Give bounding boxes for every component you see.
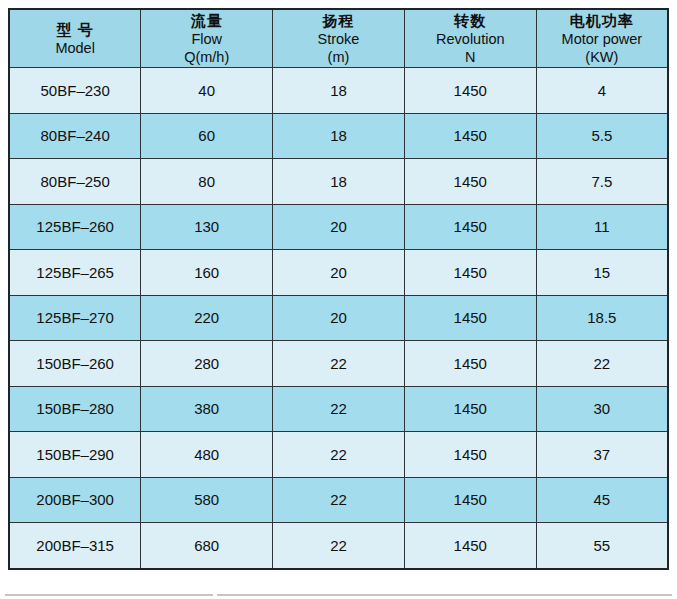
cell-flow: 80 — [141, 159, 273, 205]
header-revolution-en: Revolution — [405, 30, 536, 48]
table-row: 50BF–230 40 18 1450 4 — [9, 68, 668, 114]
header-motor-power-unit: (KW) — [537, 48, 667, 66]
header-flow-en: Flow — [141, 30, 272, 48]
header-model-cn: 型 号 — [10, 21, 140, 39]
header-flow-cn: 流量 — [141, 12, 272, 30]
cell-revolution: 1450 — [404, 341, 536, 387]
cell-stroke: 22 — [273, 477, 405, 523]
cell-model: 200BF–300 — [9, 477, 141, 523]
cell-model: 200BF–315 — [9, 523, 141, 569]
table-row: 80BF–250 80 18 1450 7.5 — [9, 159, 668, 205]
cell-revolution: 1450 — [404, 386, 536, 432]
cell-power: 7.5 — [536, 159, 668, 205]
cell-flow: 40 — [141, 68, 273, 114]
cell-revolution: 1450 — [404, 68, 536, 114]
cell-power: 45 — [536, 477, 668, 523]
cell-revolution: 1450 — [404, 159, 536, 205]
table-row: 125BF–260 130 20 1450 11 — [9, 204, 668, 250]
header-motor-power-en: Motor power — [537, 30, 667, 48]
table-body: 50BF–230 40 18 1450 4 80BF–240 60 18 145… — [9, 68, 668, 569]
header-model-en: Model — [10, 39, 140, 57]
cell-revolution: 1450 — [404, 477, 536, 523]
cell-power: 4 — [536, 68, 668, 114]
cell-power: 18.5 — [536, 295, 668, 341]
cell-stroke: 20 — [273, 204, 405, 250]
header-revolution-cn: 转数 — [405, 12, 536, 30]
cell-flow: 60 — [141, 113, 273, 159]
cell-stroke: 20 — [273, 250, 405, 296]
cell-revolution: 1450 — [404, 250, 536, 296]
header-row: 型 号 Model 流量 Flow Q(m/h) 扬程 Stroke (m) 转… — [9, 9, 668, 68]
cell-stroke: 20 — [273, 295, 405, 341]
cell-flow: 480 — [141, 432, 273, 478]
col-header-model: 型 号 Model — [9, 9, 141, 68]
cell-model: 150BF–280 — [9, 386, 141, 432]
header-stroke-unit: (m) — [273, 48, 404, 66]
header-stroke-en: Stroke — [273, 30, 404, 48]
cell-stroke: 22 — [273, 432, 405, 478]
col-header-flow: 流量 Flow Q(m/h) — [141, 9, 273, 68]
pump-spec-table: 型 号 Model 流量 Flow Q(m/h) 扬程 Stroke (m) 转… — [8, 8, 669, 570]
table-row: 150BF–280 380 22 1450 30 — [9, 386, 668, 432]
cell-flow: 680 — [141, 523, 273, 569]
cell-flow: 130 — [141, 204, 273, 250]
cell-flow: 220 — [141, 295, 273, 341]
cell-revolution: 1450 — [404, 113, 536, 159]
cell-model: 150BF–260 — [9, 341, 141, 387]
cell-model: 50BF–230 — [9, 68, 141, 114]
scan-artifact-line — [5, 594, 213, 596]
cell-power: 11 — [536, 204, 668, 250]
cell-stroke: 18 — [273, 113, 405, 159]
table-row: 125BF–270 220 20 1450 18.5 — [9, 295, 668, 341]
table-row: 80BF–240 60 18 1450 5.5 — [9, 113, 668, 159]
cell-stroke: 22 — [273, 341, 405, 387]
cell-revolution: 1450 — [404, 523, 536, 569]
col-header-motor-power: 电机功率 Motor power (KW) — [536, 9, 668, 68]
cell-power: 5.5 — [536, 113, 668, 159]
cell-flow: 160 — [141, 250, 273, 296]
cell-model: 125BF–270 — [9, 295, 141, 341]
header-flow-unit: Q(m/h) — [141, 48, 272, 66]
table-row: 200BF–315 680 22 1450 55 — [9, 523, 668, 569]
cell-stroke: 22 — [273, 523, 405, 569]
col-header-revolution: 转数 Revolution N — [404, 9, 536, 68]
cell-power: 55 — [536, 523, 668, 569]
cell-power: 22 — [536, 341, 668, 387]
cell-revolution: 1450 — [404, 204, 536, 250]
cell-stroke: 18 — [273, 159, 405, 205]
table-row: 150BF–290 480 22 1450 37 — [9, 432, 668, 478]
cell-power: 37 — [536, 432, 668, 478]
cell-model: 80BF–240 — [9, 113, 141, 159]
cell-flow: 580 — [141, 477, 273, 523]
cell-model: 125BF–260 — [9, 204, 141, 250]
cell-flow: 380 — [141, 386, 273, 432]
header-stroke-cn: 扬程 — [273, 12, 404, 30]
cell-stroke: 18 — [273, 68, 405, 114]
cell-flow: 280 — [141, 341, 273, 387]
cell-power: 30 — [536, 386, 668, 432]
scan-artifact-line — [217, 594, 672, 596]
table-row: 125BF–265 160 20 1450 15 — [9, 250, 668, 296]
table-header: 型 号 Model 流量 Flow Q(m/h) 扬程 Stroke (m) 转… — [9, 9, 668, 68]
cell-model: 125BF–265 — [9, 250, 141, 296]
cell-revolution: 1450 — [404, 295, 536, 341]
col-header-stroke: 扬程 Stroke (m) — [273, 9, 405, 68]
cell-model: 150BF–290 — [9, 432, 141, 478]
cell-stroke: 22 — [273, 386, 405, 432]
spec-sheet-page: 型 号 Model 流量 Flow Q(m/h) 扬程 Stroke (m) 转… — [0, 0, 677, 599]
header-revolution-unit: N — [405, 48, 536, 66]
header-motor-power-cn: 电机功率 — [537, 12, 667, 30]
table-row: 150BF–260 280 22 1450 22 — [9, 341, 668, 387]
cell-revolution: 1450 — [404, 432, 536, 478]
table-row: 200BF–300 580 22 1450 45 — [9, 477, 668, 523]
cell-power: 15 — [536, 250, 668, 296]
cell-model: 80BF–250 — [9, 159, 141, 205]
